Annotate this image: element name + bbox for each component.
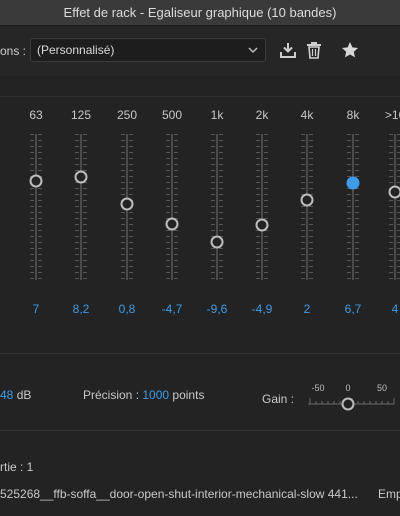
band-slider-track[interactable] (216, 134, 218, 280)
band-slider-knob[interactable] (300, 193, 314, 207)
band-value[interactable]: 4 (391, 302, 399, 316)
trash-icon[interactable] (304, 40, 324, 60)
band-value[interactable]: -4,7 (161, 302, 183, 316)
band-slider-knob[interactable] (74, 170, 88, 184)
band-slider-knob[interactable] (255, 218, 269, 232)
band-slider-knob[interactable] (346, 176, 360, 190)
band-value[interactable]: 0,8 (118, 302, 136, 316)
window-titlebar: Effet de rack - Egaliseur graphique (10 … (0, 0, 400, 26)
band-slider-knob[interactable] (29, 174, 43, 188)
preset-dropdown[interactable]: (Personnalisé) (30, 38, 266, 62)
preset-dropdown-value: (Personnalisé) (37, 43, 115, 57)
download-preset-icon[interactable] (278, 40, 298, 60)
band-frequency-label: 250 (116, 108, 138, 122)
band-frequency-label: 4k (300, 108, 314, 122)
gain-slider[interactable]: -50 0 50 (306, 383, 400, 417)
range-unit: dB (16, 388, 32, 402)
window-title: Effet de rack - Egaliseur graphique (10 … (63, 5, 337, 20)
band-slider-knob[interactable] (165, 217, 179, 231)
band-frequency-label: 125 (70, 108, 92, 122)
band-slider-track[interactable] (352, 134, 354, 280)
band-frequency-label: >16 (384, 108, 400, 122)
output-channel-label: rtie : 1 (0, 460, 34, 474)
chevron-down-icon (248, 47, 258, 54)
band-value[interactable]: 6,7 (344, 302, 362, 316)
gain-tick-label: 50 (376, 383, 388, 393)
output-right-label: Emp (378, 487, 400, 501)
band-slider-track[interactable] (306, 134, 308, 280)
star-icon[interactable] (340, 40, 360, 60)
range-readout: 48 dB (0, 388, 31, 402)
preset-label: ons : (0, 44, 27, 58)
band-slider-track[interactable] (261, 134, 263, 280)
band-frequency-label: 2k (255, 108, 269, 122)
gain-slider-knob[interactable] (341, 397, 355, 411)
band-value[interactable]: -9,6 (206, 302, 228, 316)
output-divider (0, 430, 400, 431)
band-slider-track[interactable] (35, 134, 37, 280)
band-slider-knob[interactable] (210, 235, 224, 249)
precision-label: Précision : (83, 388, 140, 402)
band-slider-track[interactable] (171, 134, 173, 280)
equalizer-panel (0, 96, 400, 354)
band-slider-track[interactable] (394, 134, 396, 280)
precision-readout: Précision : 1000 points (83, 388, 204, 402)
band-frequency-label: 8k (346, 108, 360, 122)
band-slider-track[interactable] (80, 134, 82, 280)
gain-label: Gain : (262, 392, 295, 406)
band-value[interactable]: -4,9 (251, 302, 273, 316)
range-value[interactable]: 48 (0, 388, 14, 402)
precision-unit: points (172, 388, 205, 402)
precision-value[interactable]: 1000 (142, 388, 170, 402)
band-value[interactable]: 2 (303, 302, 311, 316)
band-slider-knob[interactable] (388, 185, 400, 199)
output-file-name: 525268__ffb-soffa__door-open-shut-interi… (0, 487, 358, 501)
gain-tick-label: 0 (345, 383, 351, 393)
gain-tick-label: -50 (311, 383, 325, 393)
band-frequency-label: 500 (161, 108, 183, 122)
band-value[interactable]: 7 (32, 302, 40, 316)
band-frequency-label: 63 (29, 108, 43, 122)
band-slider-knob[interactable] (120, 197, 134, 211)
band-value[interactable]: 8,2 (72, 302, 90, 316)
band-frequency-label: 1k (210, 108, 224, 122)
